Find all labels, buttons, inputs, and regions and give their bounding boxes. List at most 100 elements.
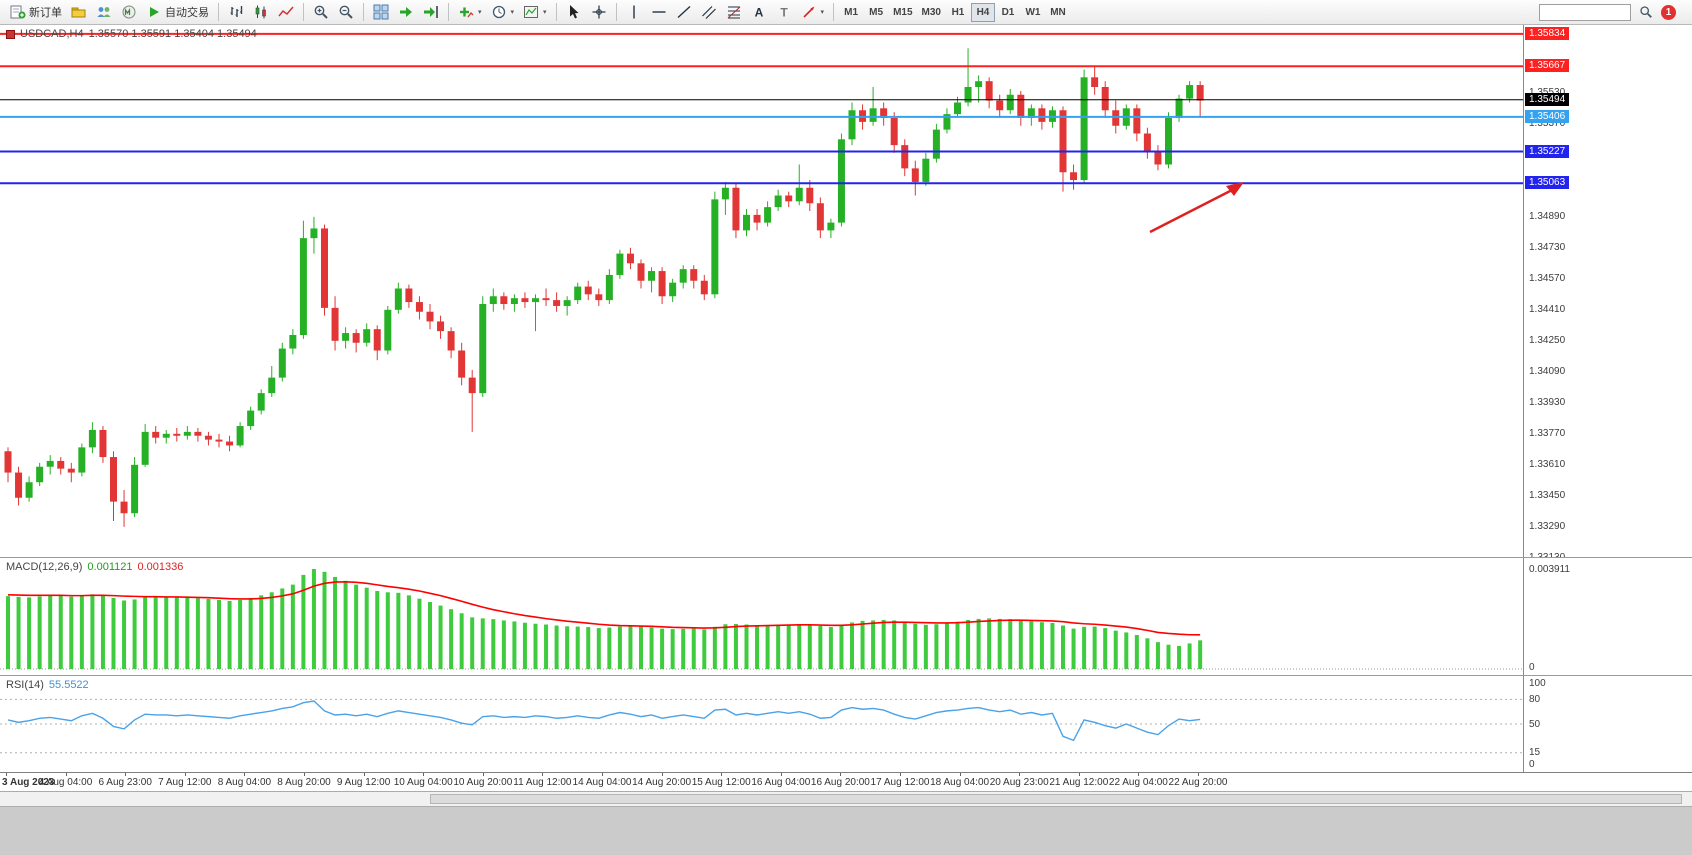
candle-up xyxy=(869,108,877,122)
macd-histogram-bar xyxy=(269,592,274,669)
zoom-in-button[interactable] xyxy=(309,2,333,23)
timeframe-m30-button[interactable]: M30 xyxy=(918,3,945,22)
arrows-tool-button[interactable]: ▾ xyxy=(797,2,829,23)
macd-histogram-bar xyxy=(860,620,865,669)
trendline-tool-button[interactable] xyxy=(672,2,696,23)
rsi-axis: 100 80 50 15 0 xyxy=(1523,676,1692,772)
cursor-tool-button[interactable] xyxy=(562,2,586,23)
timeframe-m15-button[interactable]: M15 xyxy=(889,3,916,22)
zoom-out-button[interactable] xyxy=(334,2,358,23)
macd-histogram-bar xyxy=(1039,622,1044,669)
time-axis-label: 17 Aug 12:00 xyxy=(870,777,930,788)
search-input[interactable] xyxy=(1539,3,1631,21)
macd-histogram-bar xyxy=(132,599,137,669)
macd-histogram-bar xyxy=(90,594,95,669)
candle-up xyxy=(162,433,170,438)
candle-down xyxy=(1070,172,1078,180)
auto-trading-button[interactable]: 自动交易 xyxy=(142,2,213,23)
price-chart[interactable] xyxy=(0,25,1523,557)
dropdown-caret-icon: ▾ xyxy=(510,9,515,16)
candle-up xyxy=(932,129,940,159)
vertical-line-tool-button[interactable] xyxy=(622,2,646,23)
new-order-button[interactable]: 新订单 xyxy=(6,2,66,23)
notification-badge[interactable]: 1 xyxy=(1661,4,1676,20)
auto-scroll-button[interactable] xyxy=(394,2,418,23)
bar-chart-mode-button[interactable] xyxy=(224,2,248,23)
macd-histogram-bar xyxy=(343,580,348,669)
fibonacci-tool-button[interactable] xyxy=(722,2,746,23)
time-axis-tick xyxy=(184,773,186,776)
indicators-button[interactable]: ▾ xyxy=(454,2,486,23)
candle-up xyxy=(88,429,96,448)
dropdown-caret-icon: ▾ xyxy=(478,9,482,16)
candle-up xyxy=(848,110,856,140)
macd-histogram-bar xyxy=(280,588,285,669)
profiles-button[interactable] xyxy=(92,2,116,23)
candle-up xyxy=(532,298,539,303)
channel-tool-button[interactable] xyxy=(697,2,721,23)
horizontal-line-tool-button[interactable] xyxy=(647,2,671,23)
annotation-arrow-head[interactable] xyxy=(1226,182,1244,196)
crosshair-icon xyxy=(592,5,606,19)
timeframe-w1-button[interactable]: W1 xyxy=(1021,3,1045,22)
templates-button[interactable]: ▾ xyxy=(519,2,551,23)
candlestick-mode-button[interactable] xyxy=(249,2,273,23)
time-axis-tick xyxy=(959,773,961,776)
candle-up xyxy=(648,271,656,281)
time-axis-tick xyxy=(661,773,663,776)
horizontal-scrollbar[interactable] xyxy=(0,791,1692,806)
toolbar-separator xyxy=(555,3,557,21)
macd-histogram-bar xyxy=(1029,621,1034,669)
macd-signal-line xyxy=(7,581,1201,636)
periods-button[interactable]: ▾ xyxy=(487,2,519,23)
search-button[interactable] xyxy=(1635,2,1657,23)
vertical-line-icon xyxy=(632,5,635,19)
macd-histogram-bar xyxy=(164,597,169,669)
candle-up xyxy=(616,253,624,275)
window-background xyxy=(0,806,1692,855)
crosshair-tool-button[interactable] xyxy=(587,2,611,23)
timeframe-m1-button[interactable]: M1 xyxy=(839,3,863,22)
macd-histogram-bar xyxy=(955,621,960,669)
macd-histogram-bar xyxy=(681,628,686,669)
candle-down xyxy=(120,501,128,514)
timeframe-d1-button[interactable]: D1 xyxy=(996,3,1020,22)
timeframe-m5-button[interactable]: M5 xyxy=(864,3,888,22)
time-axis-tick xyxy=(840,773,842,776)
annotation-arrow[interactable] xyxy=(1149,186,1237,234)
macd-histogram-bar xyxy=(607,627,612,669)
mql-community-button[interactable] xyxy=(117,2,141,23)
horizontal-line-icon xyxy=(652,11,666,13)
time-axis-tick xyxy=(602,773,603,776)
time-axis-label: 15 Aug 12:00 xyxy=(691,777,751,788)
chart-shift-button[interactable] xyxy=(419,2,443,23)
data-window-button[interactable] xyxy=(67,2,91,23)
rsi-chart[interactable] xyxy=(0,676,1523,773)
line-chart-mode-button[interactable] xyxy=(274,2,298,23)
macd-histogram-bar xyxy=(48,595,53,669)
candle-down xyxy=(426,311,434,322)
time-axis-label: 10 Aug 04:00 xyxy=(393,777,453,788)
text-label-tool-button[interactable]: T xyxy=(772,2,796,23)
timeframe-mn-button[interactable]: MN xyxy=(1046,3,1070,22)
price-axis-label: 1.34570 xyxy=(1529,272,1566,284)
macd-axis-min: 0 xyxy=(1529,662,1535,673)
tile-windows-button[interactable] xyxy=(369,2,393,23)
macd-histogram-bar xyxy=(153,596,158,669)
rsi-axis-0: 0 xyxy=(1529,759,1535,770)
macd-histogram-bar xyxy=(712,626,717,669)
macd-histogram-bar xyxy=(248,597,253,669)
macd-chart[interactable] xyxy=(0,558,1523,676)
timeframe-h1-button[interactable]: H1 xyxy=(946,3,970,22)
toolbar-right-group: 1 xyxy=(1539,2,1686,23)
timeframe-h4-button[interactable]: H4 xyxy=(970,2,995,22)
candle-down xyxy=(447,331,455,351)
toolbar-separator xyxy=(303,3,304,21)
candle-down xyxy=(584,286,592,295)
price-axis-label: 1.34890 xyxy=(1529,210,1566,222)
macd-histogram-bar xyxy=(544,624,549,669)
time-axis-label: 16 Aug 20:00 xyxy=(810,777,870,788)
macd-histogram-bar xyxy=(1008,619,1013,669)
scrollbar-thumb[interactable] xyxy=(430,794,1682,804)
text-tool-button[interactable]: A xyxy=(747,2,771,23)
